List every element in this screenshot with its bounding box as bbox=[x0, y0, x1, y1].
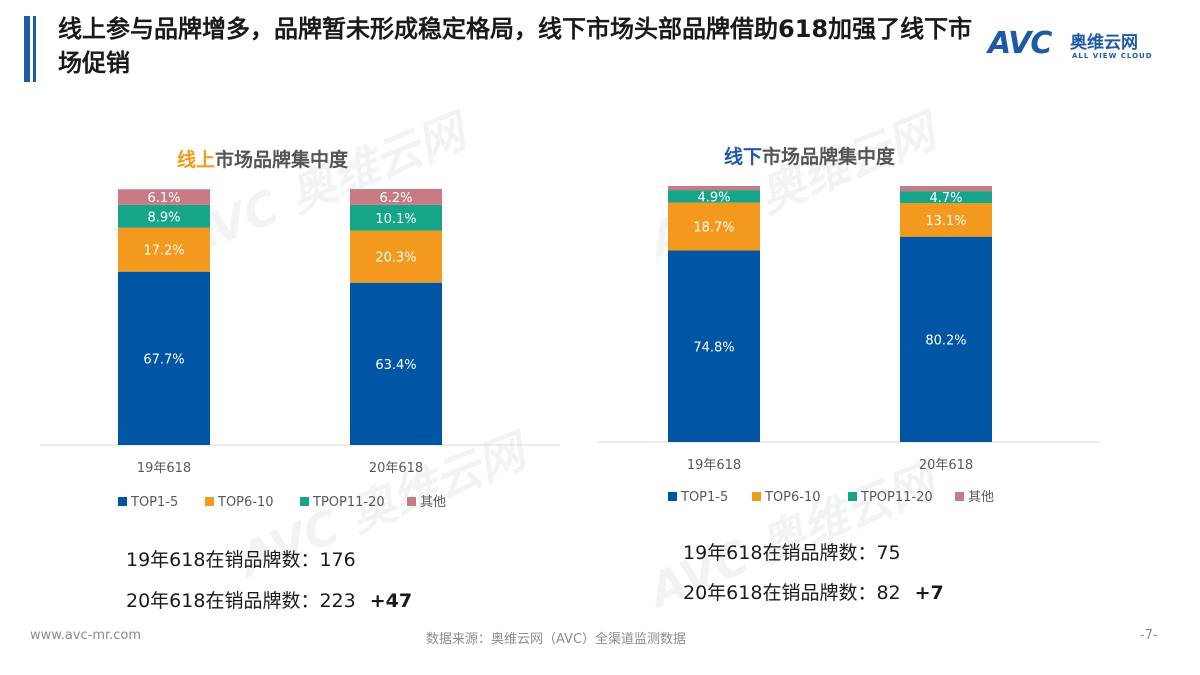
data-label: 8.9% bbox=[147, 210, 180, 225]
stat-delta: +47 bbox=[369, 590, 413, 612]
online-chart-title: 线上市场品牌集中度 bbox=[177, 145, 348, 172]
legend-swatch bbox=[752, 492, 761, 501]
bar-segment-TPOP11-20 bbox=[118, 204, 210, 228]
offline-stat-20: 20年618在销品牌数：82 +7 bbox=[683, 578, 944, 605]
footer-source: 数据来源：奥维云网（AVC）全渠道监测数据 bbox=[426, 632, 687, 647]
legend-label: TOP1-5 bbox=[680, 490, 728, 505]
offline-title-highlight: 线下 bbox=[724, 146, 763, 168]
x-tick-label: 19年618 bbox=[137, 461, 191, 476]
bar-segment-其他 bbox=[900, 186, 992, 192]
legend-label: TPOP11-20 bbox=[312, 495, 385, 510]
online-title-rest: 市场品牌集中度 bbox=[215, 149, 349, 171]
bar-segment-TOP1-5 bbox=[350, 282, 442, 445]
bar-segment-TOP1-5 bbox=[668, 250, 760, 442]
offline-stat-19: 19年618在销品牌数：75 bbox=[683, 538, 901, 565]
legend-label: TOP1-5 bbox=[130, 495, 178, 510]
bar-segment-TOP6-10 bbox=[118, 227, 210, 272]
data-label: 18.7% bbox=[693, 221, 734, 236]
title-accent-bar bbox=[24, 16, 30, 82]
legend-label: TOP6-10 bbox=[764, 490, 821, 505]
stat-text: 19年618在销品牌数：176 bbox=[126, 549, 356, 571]
online-stat-20: 20年618在销品牌数：223 +47 bbox=[126, 586, 412, 613]
bar-segment-TOP6-10 bbox=[668, 202, 760, 251]
legend-swatch bbox=[300, 497, 309, 506]
page-title: 线上参与品牌增多，品牌暂未形成稳定格局，线下市场头部品牌借助618加强了线下市场… bbox=[58, 15, 973, 77]
legend-swatch bbox=[118, 497, 127, 506]
footer-website: www.avc-mr.com bbox=[30, 628, 142, 643]
data-label: 4.9% bbox=[697, 190, 730, 205]
bar-segment-TPOP11-20 bbox=[900, 191, 992, 204]
title-accent-bar-thin bbox=[33, 16, 36, 82]
logo-mark: AVC bbox=[988, 26, 1052, 61]
bar-segment-TPOP11-20 bbox=[350, 204, 442, 231]
bar-segment-TOP1-5 bbox=[900, 236, 992, 442]
offline-chart-title: 线下市场品牌集中度 bbox=[724, 142, 895, 169]
x-tick-label: 19年618 bbox=[687, 458, 741, 473]
online-title-highlight: 线上 bbox=[177, 149, 216, 171]
x-tick-label: 20年618 bbox=[919, 458, 973, 473]
logo-cn-text: 奥维云网 bbox=[1070, 33, 1138, 53]
data-label: 67.7% bbox=[143, 352, 184, 367]
logo-en-text: ALL VIEW CLOUD bbox=[1072, 52, 1153, 60]
legend-swatch bbox=[407, 497, 416, 506]
data-label: 80.2% bbox=[925, 333, 966, 348]
legend-swatch bbox=[205, 497, 214, 506]
legend-label: TOP6-10 bbox=[217, 495, 274, 510]
bar-segment-TOP6-10 bbox=[350, 230, 442, 283]
legend-label: 其他 bbox=[968, 490, 994, 505]
stat-text: 20年618在销品牌数：82 bbox=[683, 582, 901, 604]
footer-page-number: -7- bbox=[1140, 628, 1158, 643]
stat-delta: +7 bbox=[914, 582, 944, 604]
data-label: 6.1% bbox=[147, 191, 180, 206]
legend-swatch bbox=[848, 492, 857, 501]
legend-label: 其他 bbox=[420, 495, 446, 510]
data-label: 4.7% bbox=[929, 191, 962, 206]
data-label: 17.2% bbox=[143, 244, 184, 259]
x-tick-label: 20年618 bbox=[369, 461, 423, 476]
data-label: 6.2% bbox=[379, 191, 412, 206]
data-label: 10.1% bbox=[375, 212, 416, 227]
stat-text: 19年618在销品牌数：75 bbox=[683, 542, 901, 564]
online-concentration-chart: 67.7% 17.2% 8.9% 6.1% 19年618 63.4% 20.3% 10.1% 6… bbox=[40, 189, 560, 510]
bar-segment-其他 bbox=[668, 186, 760, 191]
bar-segment-TOP1-5 bbox=[118, 271, 210, 445]
online-stat-19: 19年618在销品牌数：176 bbox=[126, 545, 356, 572]
bar-segment-其他 bbox=[118, 189, 210, 205]
bar-segment-其他 bbox=[350, 189, 442, 205]
legend-swatch bbox=[955, 492, 964, 501]
bar-segment-TPOP11-20 bbox=[668, 190, 760, 203]
stat-text: 20年618在销品牌数：223 bbox=[126, 590, 356, 612]
data-label: 63.4% bbox=[375, 358, 416, 373]
bar-segment-TOP6-10 bbox=[900, 203, 992, 237]
offline-concentration-chart: 74.8% 18.7% 4.9% 19年618 80.2% 13.1% 4.7% 20年618… bbox=[598, 186, 1100, 505]
legend-swatch bbox=[668, 492, 677, 501]
avc-logo: AVC 奥维云网 ALL VIEW CLOUD bbox=[988, 26, 1178, 66]
data-label: 74.8% bbox=[693, 340, 734, 355]
data-label: 13.1% bbox=[925, 214, 966, 229]
data-label: 20.3% bbox=[375, 251, 416, 266]
legend-label: TPOP11-20 bbox=[860, 490, 933, 505]
offline-title-rest: 市场品牌集中度 bbox=[762, 146, 896, 168]
